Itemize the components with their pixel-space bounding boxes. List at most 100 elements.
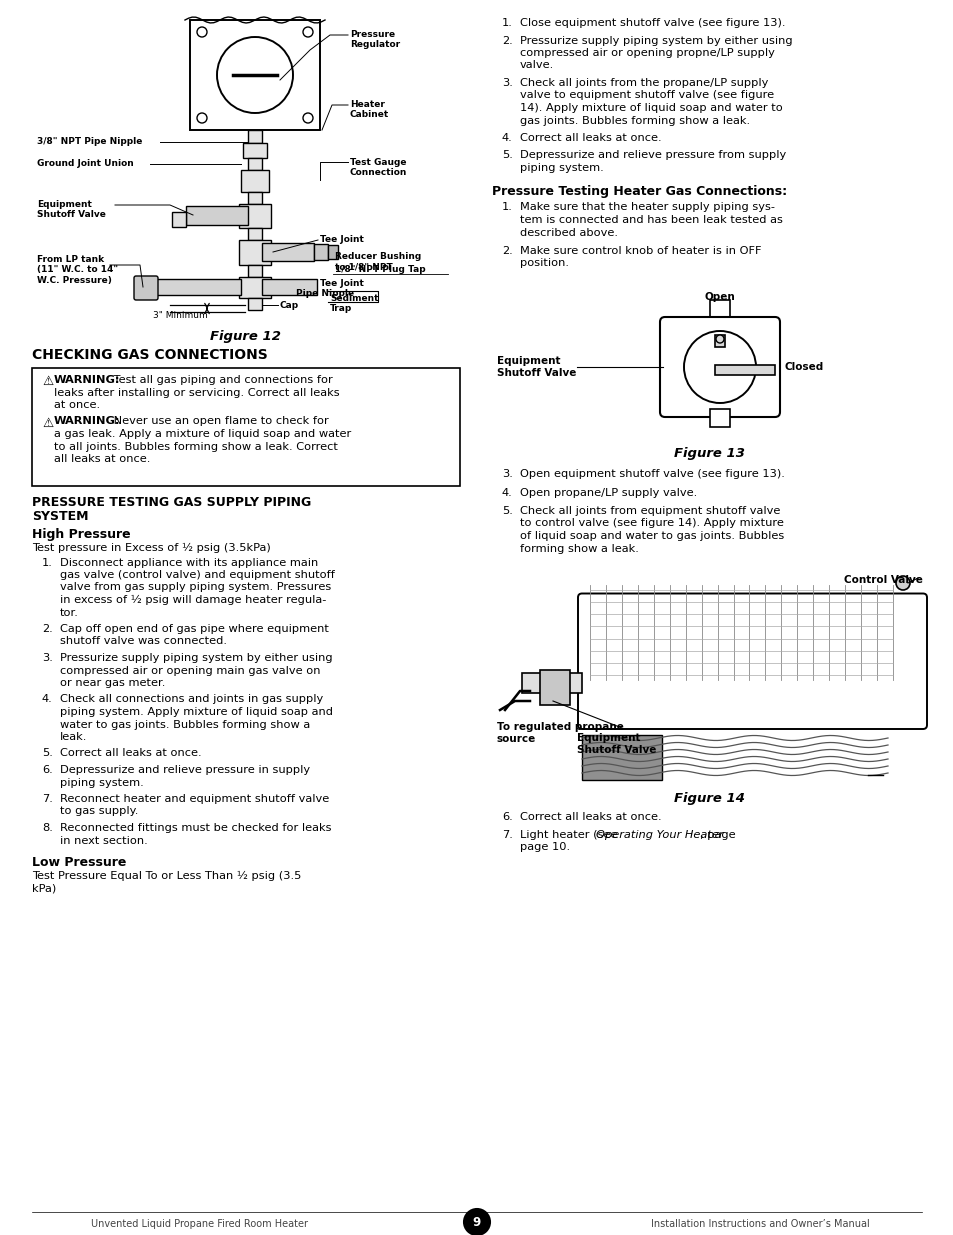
Bar: [714, 366, 774, 375]
Text: 1/8" NPT Plug Tap: 1/8" NPT Plug Tap: [335, 266, 425, 274]
Text: tor.: tor.: [60, 608, 79, 618]
Circle shape: [463, 1209, 490, 1235]
Text: WARNING:: WARNING:: [54, 375, 120, 385]
Text: position.: position.: [519, 258, 568, 268]
Text: Reducer Bushing
to 1/8" NPT: Reducer Bushing to 1/8" NPT: [335, 252, 421, 272]
Text: 7.: 7.: [42, 794, 52, 804]
Text: forming show a leak.: forming show a leak.: [519, 543, 639, 553]
Text: Light heater (see: Light heater (see: [519, 830, 620, 840]
Text: 5.: 5.: [501, 151, 513, 161]
Bar: [248, 158, 262, 170]
Text: gas valve (control valve) and equipment shutoff: gas valve (control valve) and equipment …: [60, 571, 335, 580]
Text: Reconnected fittings must be checked for leaks: Reconnected fittings must be checked for…: [60, 823, 331, 832]
Text: page 10.: page 10.: [519, 842, 570, 852]
Text: gas joints. Bubbles forming show a leak.: gas joints. Bubbles forming show a leak.: [519, 116, 749, 126]
Text: Tee Joint: Tee Joint: [319, 279, 363, 288]
Text: SYSTEM: SYSTEM: [32, 510, 89, 522]
Bar: [539, 671, 569, 705]
Bar: [709, 300, 729, 322]
Text: Open: Open: [704, 291, 735, 303]
Text: to gas supply.: to gas supply.: [60, 806, 138, 816]
Text: Check all connections and joints in gas supply: Check all connections and joints in gas …: [60, 694, 323, 704]
Text: tem is connected and has been leak tested as: tem is connected and has been leak teste…: [519, 215, 782, 225]
Text: Equipment
Shutoff Valve: Equipment Shutoff Valve: [37, 200, 106, 220]
Text: 6.: 6.: [501, 811, 512, 823]
Text: Disconnect appliance with its appliance main: Disconnect appliance with its appliance …: [60, 557, 318, 568]
Text: Open propane/LP supply valve.: Open propane/LP supply valve.: [519, 488, 697, 498]
Bar: [190, 20, 319, 130]
Text: Test all gas piping and connections for: Test all gas piping and connections for: [110, 375, 333, 385]
Bar: [243, 143, 267, 158]
Text: water to gas joints. Bubbles forming show a: water to gas joints. Bubbles forming sho…: [60, 720, 310, 730]
Text: 3.: 3.: [42, 653, 52, 663]
Text: Close equipment shutoff valve (see figure 13).: Close equipment shutoff valve (see figur…: [519, 19, 784, 28]
Bar: [248, 266, 262, 277]
Text: Pressurize supply piping system by either using: Pressurize supply piping system by eithe…: [519, 36, 792, 46]
Text: all leaks at once.: all leaks at once.: [54, 454, 151, 464]
Text: 6.: 6.: [42, 764, 52, 776]
Circle shape: [716, 335, 723, 343]
Text: Depressurize and relieve pressure in supply: Depressurize and relieve pressure in sup…: [60, 764, 310, 776]
Text: WARNING:: WARNING:: [54, 416, 120, 426]
Bar: [521, 673, 581, 693]
Text: To regulated propane
source: To regulated propane source: [497, 722, 623, 743]
Text: Check all joints from equipment shutoff valve: Check all joints from equipment shutoff …: [519, 506, 780, 516]
Text: described above.: described above.: [519, 227, 618, 237]
FancyBboxPatch shape: [578, 594, 926, 729]
Text: Depressurize and relieve pressure from supply: Depressurize and relieve pressure from s…: [519, 151, 785, 161]
Circle shape: [895, 576, 909, 590]
Text: Tee Joint: Tee Joint: [319, 236, 363, 245]
Text: Control Valve: Control Valve: [843, 576, 923, 585]
Text: Pressure
Regulator: Pressure Regulator: [350, 30, 399, 49]
Text: From LP tank
(11" W.C. to 14"
W.C. Pressure): From LP tank (11" W.C. to 14" W.C. Press…: [37, 254, 118, 285]
Text: High Pressure: High Pressure: [32, 529, 131, 541]
Text: ⚠: ⚠: [42, 416, 53, 430]
Text: 1.: 1.: [501, 203, 513, 212]
Text: Figure 14: Figure 14: [674, 792, 744, 805]
Text: in excess of ½ psig will damage heater regula-: in excess of ½ psig will damage heater r…: [60, 595, 326, 605]
Bar: [32, 368, 459, 487]
Bar: [248, 130, 262, 143]
Text: Ground Joint Union: Ground Joint Union: [37, 159, 133, 168]
Text: 2.: 2.: [501, 36, 512, 46]
Text: Test Gauge
Connection: Test Gauge Connection: [350, 158, 407, 178]
Text: Pressure Testing Heater Gas Connections:: Pressure Testing Heater Gas Connections:: [492, 185, 786, 199]
Text: Cap: Cap: [280, 300, 299, 310]
Text: Correct all leaks at once.: Correct all leaks at once.: [519, 133, 661, 143]
Text: Equipment
Shutoff Valve: Equipment Shutoff Valve: [577, 734, 656, 755]
Bar: [709, 409, 729, 427]
FancyBboxPatch shape: [133, 275, 158, 300]
Text: valve to equipment shutoff valve (see figure: valve to equipment shutoff valve (see fi…: [519, 90, 773, 100]
Text: Closed: Closed: [784, 362, 823, 372]
Text: valve.: valve.: [519, 61, 554, 70]
Text: Figure 13: Figure 13: [674, 447, 744, 459]
Text: Pressurize supply piping system by either using: Pressurize supply piping system by eithe…: [60, 653, 333, 663]
Bar: [314, 245, 328, 261]
Text: 8.: 8.: [42, 823, 52, 832]
Text: 7.: 7.: [501, 830, 513, 840]
Text: 3.: 3.: [501, 78, 513, 88]
Bar: [172, 212, 186, 227]
Text: Installation Instructions and Owner’s Manual: Installation Instructions and Owner’s Ma…: [650, 1219, 868, 1229]
Text: Operating Your Heater: Operating Your Heater: [596, 830, 722, 840]
Bar: [152, 279, 241, 295]
Bar: [241, 170, 269, 191]
Text: 5.: 5.: [42, 748, 52, 758]
Text: Correct all leaks at once.: Correct all leaks at once.: [519, 811, 661, 823]
Text: valve from gas supply piping system. Pressures: valve from gas supply piping system. Pre…: [60, 583, 331, 593]
Bar: [248, 191, 262, 204]
Text: 2.: 2.: [42, 624, 52, 634]
Text: 1.: 1.: [501, 19, 513, 28]
Text: shutoff valve was connected.: shutoff valve was connected.: [60, 636, 227, 646]
Text: leak.: leak.: [60, 732, 88, 742]
Text: piping system.: piping system.: [519, 163, 603, 173]
Bar: [714, 335, 724, 347]
Text: 4.: 4.: [501, 488, 512, 498]
Bar: [581, 735, 661, 781]
Text: to control valve (see figure 14). Apply mixture: to control valve (see figure 14). Apply …: [519, 519, 783, 529]
Text: PRESSURE TESTING GAS SUPPLY PIPING: PRESSURE TESTING GAS SUPPLY PIPING: [32, 496, 311, 509]
Bar: [248, 228, 262, 240]
Text: in next section.: in next section.: [60, 836, 148, 846]
Text: leaks after installing or servicing. Correct all leaks: leaks after installing or servicing. Cor…: [54, 388, 339, 398]
Bar: [239, 240, 271, 266]
